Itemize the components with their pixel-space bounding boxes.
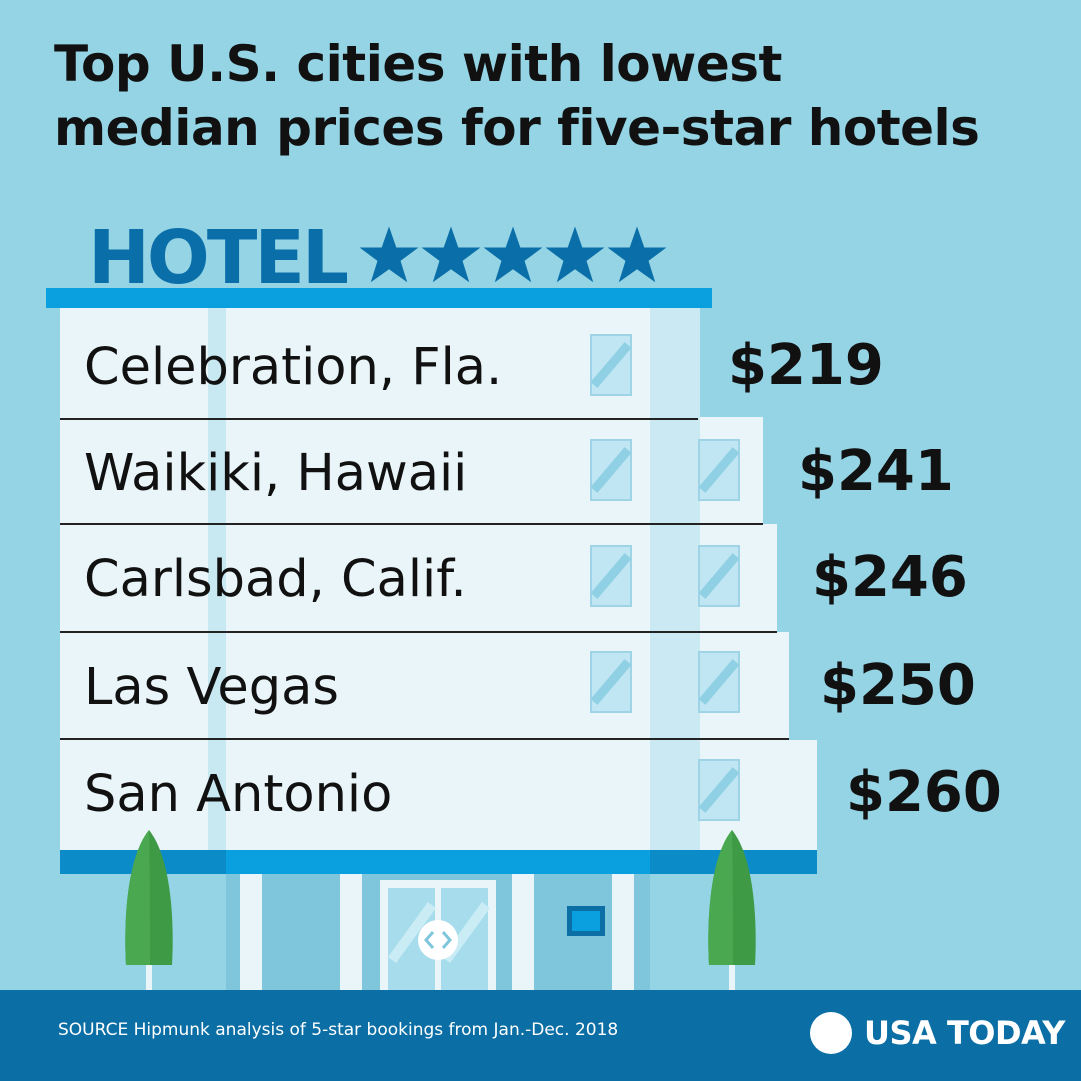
price-label: $246 [812,545,968,610]
pillar [340,874,362,990]
city-label: Waikiki, Hawaii [84,444,468,503]
wall-sign-inner [572,911,600,931]
window-glare [698,767,740,813]
city-label: Celebration, Fla. [84,338,503,397]
window-glare [590,659,632,705]
price-label: $219 [728,333,884,398]
pillar [512,874,534,990]
pillar [240,874,262,990]
building-floor-2 [60,417,763,524]
window-glare [698,447,740,493]
brand-dot-icon [810,1012,852,1054]
brand-name: USA TODAY [864,1014,1065,1052]
door-emblem [418,920,458,960]
price-label: $260 [846,760,1002,825]
brand-logo: USA TODAY [810,1012,1065,1054]
star-icon [359,226,419,283]
door-emblem-chevrons [424,931,452,949]
city-label: San Antonio [84,765,393,824]
window-glare [590,553,632,599]
star-icon [607,226,667,283]
building-shade-column-right [650,307,700,852]
window-glare [698,659,740,705]
city-label: Las Vegas [84,658,339,717]
building-shade-column-left [208,307,226,852]
window-glare [590,447,632,493]
city-label: Carlsbad, Calif. [84,550,467,609]
window-glare [698,553,740,599]
footer-bar [0,990,1081,1081]
price-label: $250 [820,653,976,718]
tree-right [708,830,756,992]
chart-title-line-2: median prices for five-star hotels [54,99,980,157]
chart-title: Top U.S. cities with lowest median price… [54,32,1054,160]
source-note: SOURCE Hipmunk analysis of 5-star bookin… [58,1020,619,1040]
door-glare [387,902,437,963]
star-icon [483,226,543,283]
five-star-rating [358,222,668,288]
price-label: $241 [798,439,954,504]
tree-left [125,830,173,992]
pillars [240,874,634,990]
hotel-sign-word: HOTEL [88,215,349,301]
window-glare-group [590,342,740,813]
pillar [612,874,634,990]
star-icon [545,226,605,283]
star-icon [421,226,481,283]
window-glare [590,342,632,388]
chart-title-line-1: Top U.S. cities with lowest [54,35,782,93]
building-roof [46,288,712,308]
